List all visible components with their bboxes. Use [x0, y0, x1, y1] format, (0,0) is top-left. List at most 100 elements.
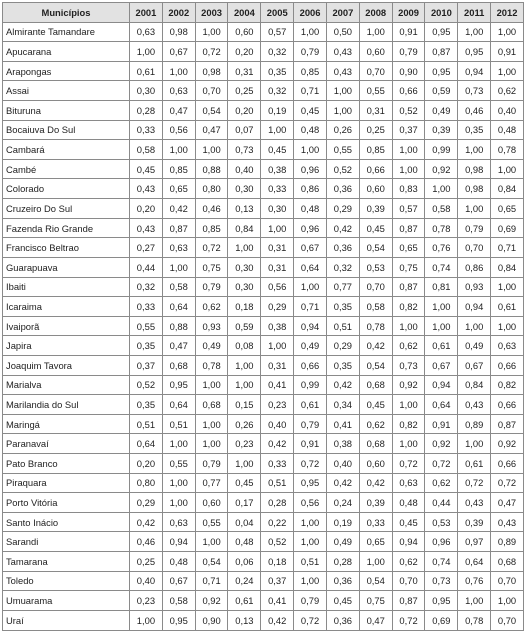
value-cell: 0,57: [260, 21, 295, 43]
municipality-name: Bituruna: [2, 100, 130, 121]
value-cell: 0,66: [490, 453, 524, 474]
value-cell: 0,87: [391, 276, 426, 298]
table-row: Guarapuava 0,44 1,00 0,75 0,30 0,31 0,64 0,32 0,…: [2, 256, 524, 278]
value-cell: 1,00: [227, 374, 262, 396]
municipality-name: Porto Vitória: [2, 492, 130, 513]
value-cell: 0,26: [227, 413, 262, 435]
value-cell: 0,84: [490, 178, 524, 200]
municipality-name: Arapongas: [2, 60, 130, 82]
value-cell: 1,00: [260, 335, 295, 356]
value-cell: 0,31: [260, 256, 295, 278]
column-header-year: 2005: [260, 2, 295, 23]
value-cell: 0,29: [325, 198, 360, 219]
value-cell: 0,30: [227, 178, 262, 200]
value-cell: 0,79: [293, 41, 327, 62]
value-cell: 0,73: [391, 354, 426, 376]
value-cell: 0,72: [194, 237, 229, 258]
value-cell: 0,41: [260, 374, 295, 396]
value-cell: 0,45: [325, 590, 360, 611]
table-row: Apucarana 1,00 0,67 0,72 0,20 0,32 0,79 0,43 0,6…: [2, 41, 524, 62]
value-cell: 0,66: [358, 158, 393, 180]
value-cell: 0,92: [391, 374, 426, 396]
table-row: Marilandia do Sul 0,35 0,64 0,68 0,15 0,23 0,6…: [2, 394, 524, 415]
value-cell: 0,33: [129, 296, 163, 317]
table-row: Japira 0,35 0,47 0,49 0,08 1,00 0,49 0,29 0,42 0,…: [2, 335, 524, 356]
value-cell: 0,33: [129, 119, 163, 141]
value-cell: 0,86: [457, 256, 492, 278]
value-cell: 1,00: [391, 158, 426, 180]
value-cell: 0,32: [260, 80, 295, 102]
value-cell: 0,79: [457, 217, 492, 239]
value-cell: 0,43: [457, 394, 492, 415]
table-row: Icaraima 0,33 0,64 0,62 0,18 0,29 0,71 0,35 0,58…: [2, 296, 524, 317]
value-cell: 0,88: [194, 158, 229, 180]
value-cell: 0,37: [129, 354, 163, 376]
value-cell: 0,85: [194, 217, 229, 239]
value-cell: 0,85: [161, 158, 196, 180]
value-cell: 0,80: [194, 178, 229, 200]
value-cell: 0,28: [129, 100, 163, 121]
value-cell: 0,59: [227, 315, 262, 337]
value-cell: 0,23: [129, 590, 163, 611]
value-cell: 1,00: [457, 433, 492, 455]
value-cell: 0,19: [325, 511, 360, 533]
value-cell: 0,95: [424, 60, 459, 82]
value-cell: 0,63: [161, 237, 196, 258]
value-cell: 0,85: [293, 60, 327, 82]
value-cell: 0,63: [161, 511, 196, 533]
value-cell: 0,42: [260, 609, 295, 631]
value-cell: 0,48: [293, 119, 327, 141]
table-row: Bituruna 0,28 0,47 0,54 0,20 0,19 0,45 1,00 0,31…: [2, 100, 524, 121]
column-header-year: 2011: [457, 2, 492, 23]
value-cell: 1,00: [490, 315, 524, 337]
value-cell: 0,66: [490, 394, 524, 415]
value-cell: 0,90: [391, 60, 426, 82]
value-cell: 0,38: [260, 315, 295, 337]
municipality-name: Cambará: [2, 139, 130, 160]
value-cell: 1,00: [161, 433, 196, 455]
value-cell: 0,79: [391, 41, 426, 62]
municipality-name: Tamarana: [2, 551, 130, 572]
value-cell: 0,54: [358, 354, 393, 376]
value-cell: 0,30: [227, 256, 262, 278]
municipality-name: Assai: [2, 80, 130, 102]
value-cell: 0,72: [391, 453, 426, 474]
value-cell: 0,95: [424, 21, 459, 43]
value-cell: 0,28: [260, 492, 295, 513]
value-cell: 0,75: [358, 590, 393, 611]
value-cell: 0,92: [424, 158, 459, 180]
value-cell: 0,70: [490, 609, 524, 631]
value-cell: 0,19: [260, 100, 295, 121]
value-cell: 0,45: [260, 139, 295, 160]
table-row: Cambé 0,45 0,85 0,88 0,40 0,38 0,96 0,52 0,66 1,0…: [2, 158, 524, 180]
value-cell: 0,20: [129, 198, 163, 219]
value-cell: 1,00: [424, 315, 459, 337]
municipality-name: Joaquim Tavora: [2, 354, 130, 376]
value-cell: 0,87: [490, 413, 524, 435]
value-cell: 0,47: [194, 119, 229, 141]
value-cell: 0,45: [293, 100, 327, 121]
value-cell: 0,64: [161, 394, 196, 415]
value-cell: 0,29: [325, 335, 360, 356]
column-header-year: 2006: [293, 2, 327, 23]
value-cell: 0,76: [457, 570, 492, 592]
value-cell: 0,55: [129, 315, 163, 337]
value-cell: 0,40: [227, 158, 262, 180]
value-cell: 0,68: [358, 374, 393, 396]
value-cell: 0,30: [260, 198, 295, 219]
value-cell: 0,56: [293, 492, 327, 513]
value-cell: 0,78: [358, 315, 393, 337]
value-cell: 0,67: [457, 354, 492, 376]
value-cell: 0,60: [227, 21, 262, 43]
table-row: Colorado 0,43 0,65 0,80 0,30 0,33 0,86 0,36 0,60…: [2, 178, 524, 200]
value-cell: 0,55: [194, 511, 229, 533]
value-cell: 0,45: [391, 511, 426, 533]
value-cell: 1,00: [129, 609, 163, 631]
value-cell: 1,00: [293, 21, 327, 43]
table-body: Almirante Tamandare 0,63 0,98 1,00 0,60 0,57 1…: [2, 21, 524, 631]
value-cell: 0,08: [227, 335, 262, 356]
value-cell: 0,74: [424, 256, 459, 278]
value-cell: 0,20: [227, 100, 262, 121]
municipality-name: Colorado: [2, 178, 130, 200]
value-cell: 0,23: [260, 394, 295, 415]
